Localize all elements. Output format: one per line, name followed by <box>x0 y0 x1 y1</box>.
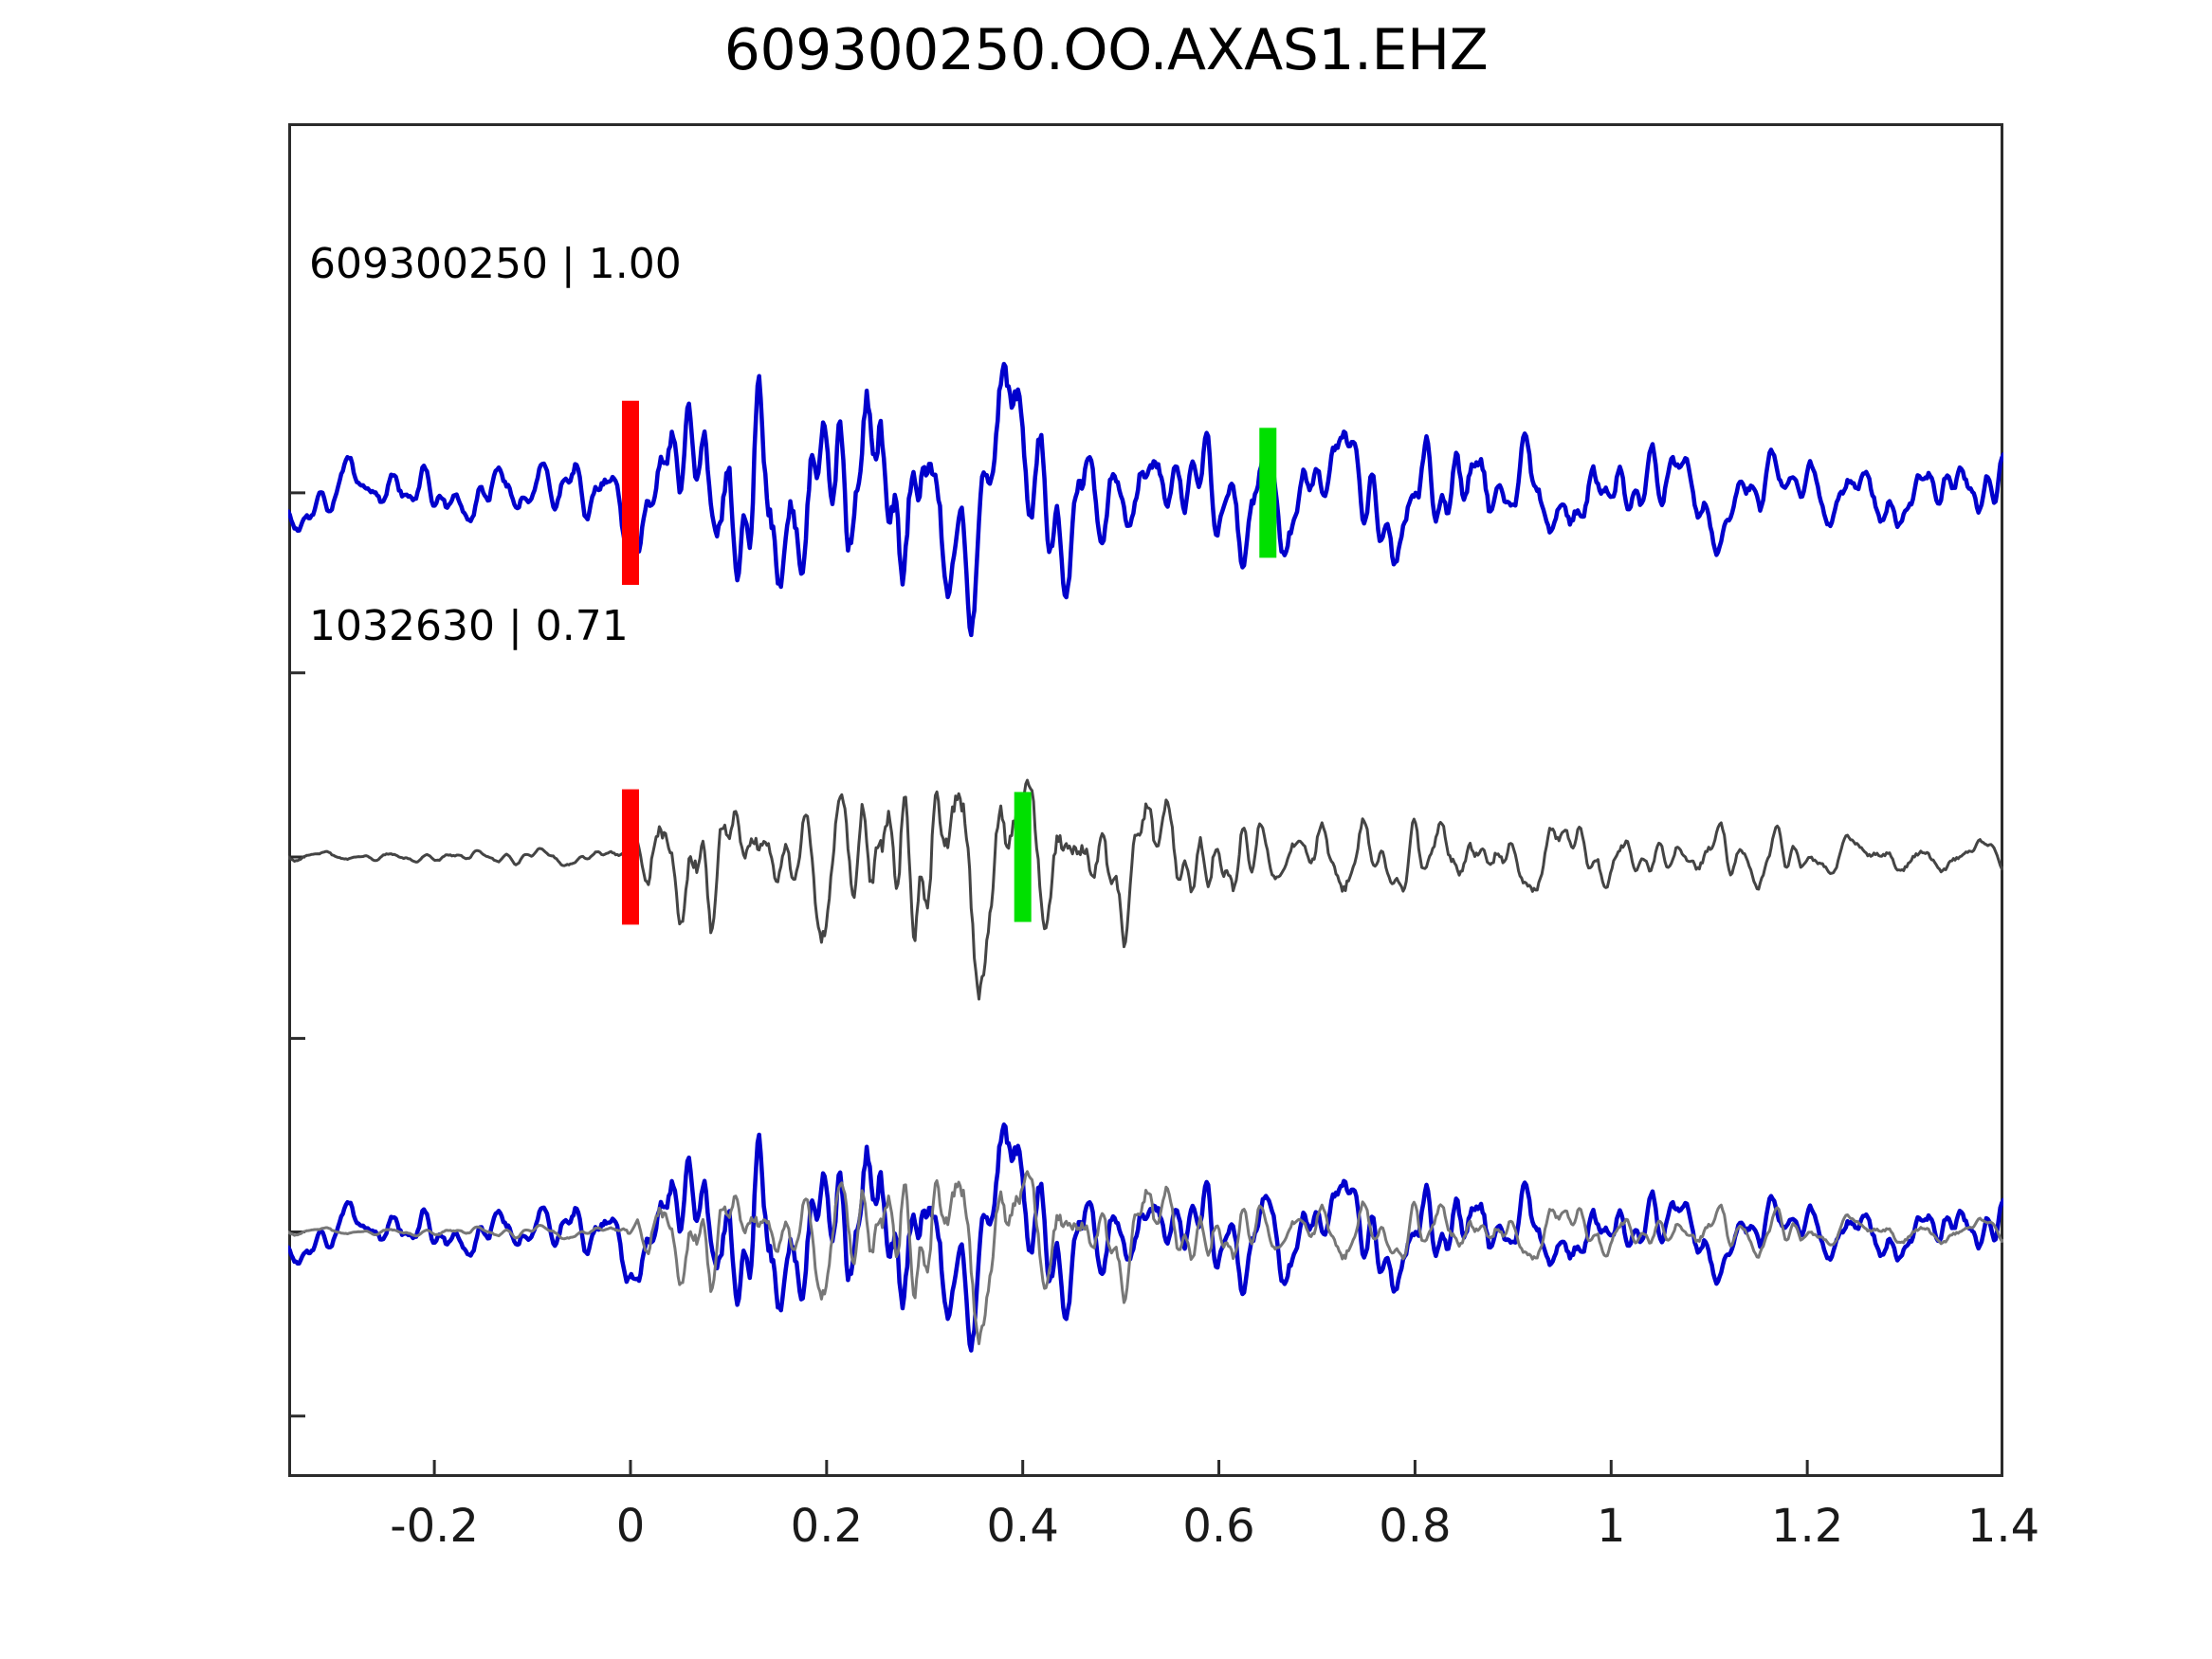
page-title: 609300250.OO.AXAS1.EHZ <box>723 17 1489 83</box>
waveform-trace-1032630 <box>288 778 2003 1001</box>
trace-label-template: 609300250 | 1.00 <box>309 240 682 288</box>
plot-frame <box>288 123 2003 1477</box>
x-tick-label-2: 0.2 <box>790 1500 863 1553</box>
x-axis-tick-labels: -0.2 0 0.2 0.4 0.6 0.8 1 1.2 1.4 <box>288 1500 2039 1576</box>
trace-label-detection: 1032630 | 0.71 <box>309 602 629 650</box>
plot-area: 609300250 | 1.00 1032630 | 0.71 <box>288 123 2003 1477</box>
x-tick-label-7: 1.2 <box>1770 1500 1844 1553</box>
x-tick-label-4: 0.6 <box>1182 1500 1255 1553</box>
x-tick-label-8: 1.4 <box>1966 1500 2040 1553</box>
x-tick-label-3: 0.4 <box>986 1500 1059 1553</box>
waveform-trace-609300250 <box>288 361 2003 638</box>
x-tick-label-6: 1 <box>1596 1500 1626 1553</box>
marker-s-pick-panel-middle-detection[interactable] <box>1014 792 1032 922</box>
x-tick-label-1: 0 <box>615 1500 646 1553</box>
marker-p-pick-panel-top-template[interactable] <box>621 400 639 585</box>
waveform-plot <box>288 123 2003 1477</box>
waveform-trace-1032630-overlay <box>288 1170 2003 1346</box>
marker-s-pick-panel-top-template[interactable] <box>1259 428 1277 558</box>
waveform-trace-609300250-overlay <box>288 1122 2003 1353</box>
x-tick-label-5: 0.8 <box>1379 1500 1452 1553</box>
x-axis-ticks <box>432 1460 2003 1477</box>
x-tick-label-0: -0.2 <box>390 1500 479 1553</box>
marker-p-pick-panel-middle-detection[interactable] <box>621 789 639 925</box>
